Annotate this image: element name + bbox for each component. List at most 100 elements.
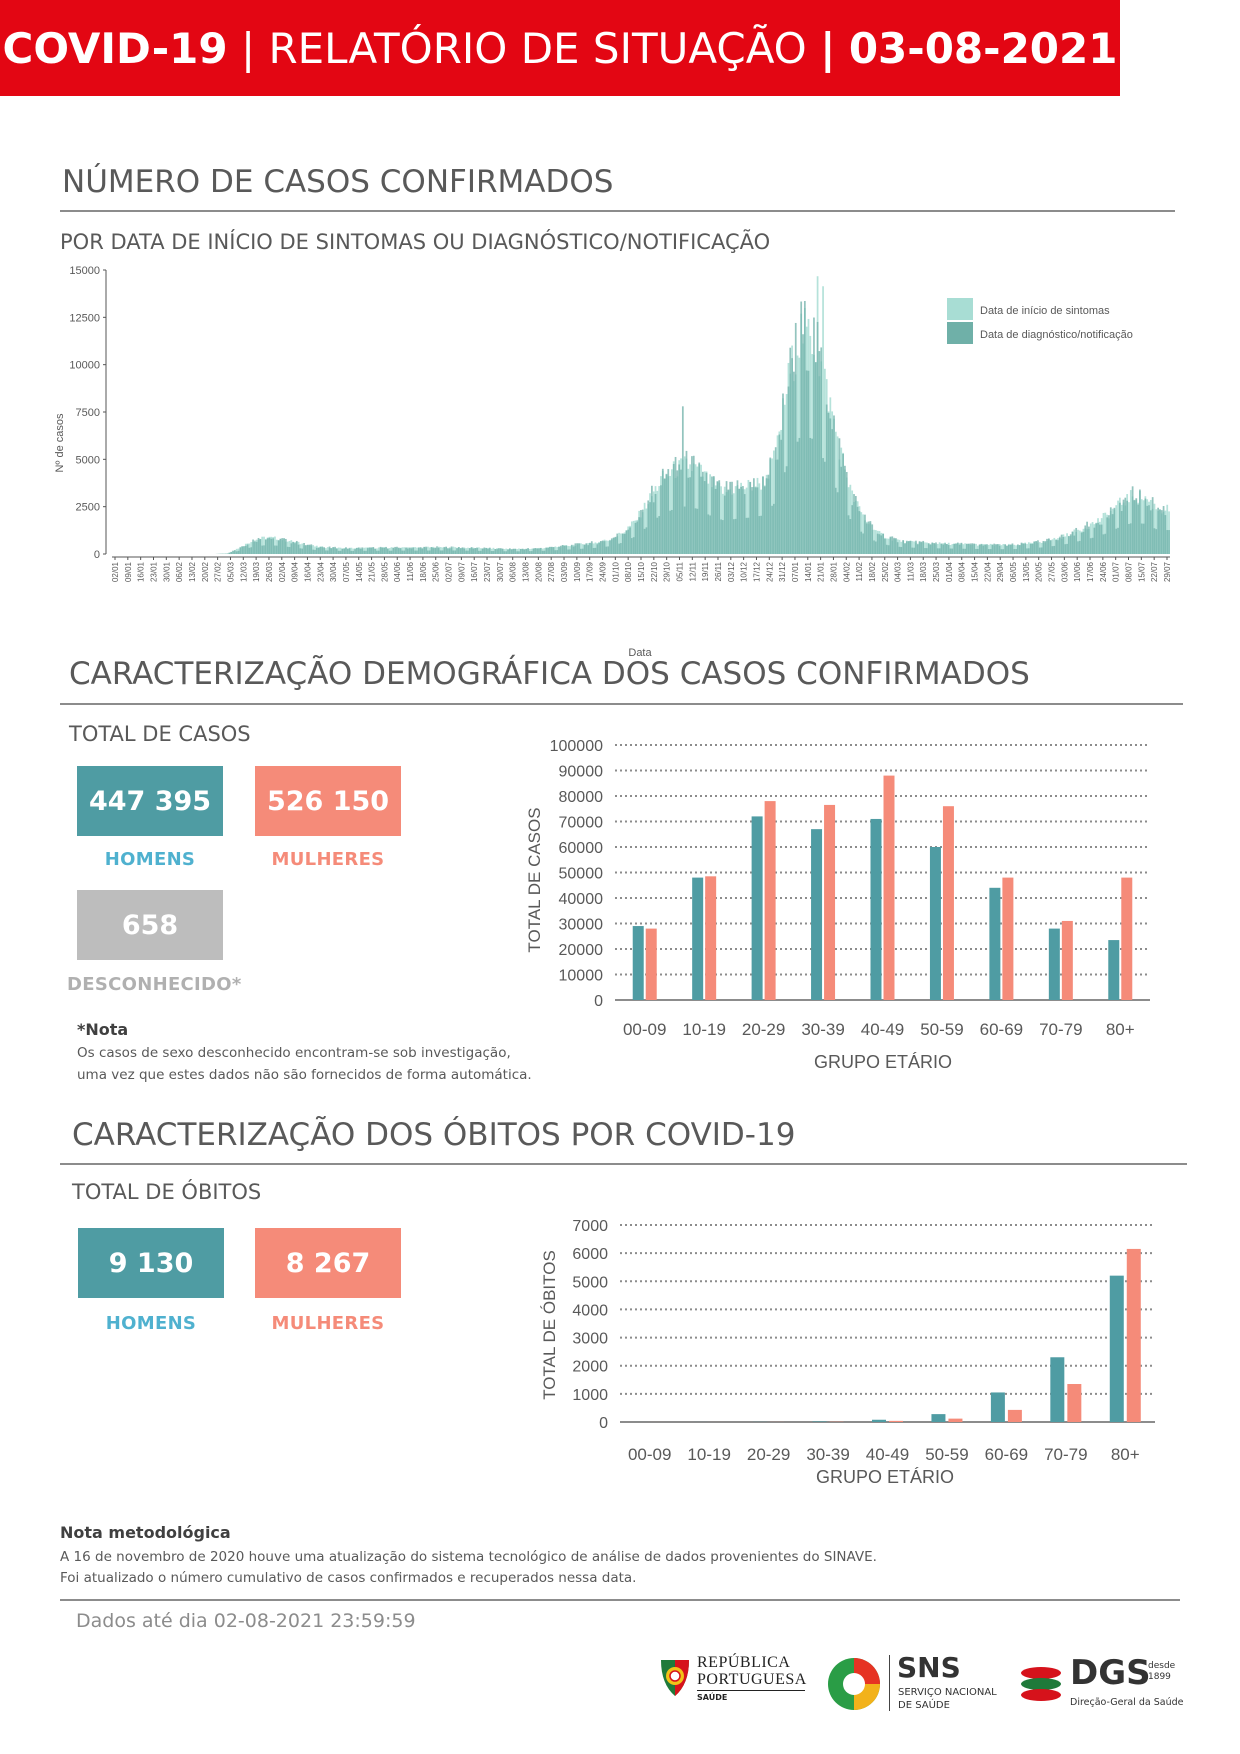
epi-bar-diagnosis [365,550,367,554]
epi-x-tick-label: 02/07 [445,561,454,582]
epi-bar-diagnosis [641,509,644,554]
epi-bar-diagnosis [1102,534,1105,554]
epi-bar-diagnosis [1057,540,1059,554]
epi-bar-diagnosis [663,478,666,554]
epi-bar-diagnosis [783,472,786,554]
epi-bar-diagnosis [898,546,901,554]
epi-x-tick-label: 09/01 [124,561,133,582]
epi-x-tick-label: 03/09 [560,561,569,582]
epi-bar-diagnosis [463,548,466,554]
epi-bar-diagnosis [563,545,566,554]
epi-y-tick-label: 0 [94,549,100,561]
epi-bar-diagnosis [439,550,442,554]
sns-line2: DE SAÚDE [898,1700,950,1711]
cases-by-age-chart: 0 10000 20000 30000 40000 50000 60000 70000 8000… [525,738,1150,1072]
epi-bar-diagnosis [845,471,848,554]
epi-bar-diagnosis [1049,540,1052,554]
epi-bar-diagnosis [479,550,482,554]
epi-bar-diagnosis [303,542,305,554]
category-label: 40-49 [866,1445,909,1464]
epi-x-tick-label: 22/04 [983,561,992,582]
epi-bar-diagnosis [816,321,819,554]
epi-x-tick-label: 30/04 [329,561,338,582]
epi-bar-symptoms [390,547,393,554]
epi-bar-diagnosis [836,492,839,554]
epi-bar-diagnosis [335,548,338,554]
cases-unknown-label: DESCONHECIDO* [67,974,242,995]
epi-bar-diagnosis [714,488,717,554]
y-tick-label: 0 [599,1415,608,1432]
note-line-2: uma vez que estes dados não são fornecid… [77,1067,532,1083]
epi-bar-diagnosis [1017,544,1019,554]
epi-bar-diagnosis [652,502,655,554]
epi-bar-diagnosis [702,471,704,554]
epi-bar-diagnosis [1091,537,1094,554]
epi-x-tick-label: 16/01 [137,561,146,582]
category-label: 70-79 [1039,1020,1082,1039]
epi-bar-diagnosis [773,503,775,554]
epi-bar-diagnosis [891,536,894,554]
epi-bar-diagnosis [1168,530,1170,554]
epi-bar-symptoms [518,548,520,554]
footer-divider [60,1599,1180,1601]
epi-bar-diagnosis [962,548,965,554]
epi-bar-diagnosis [272,538,274,554]
y-tick-label: 7000 [572,1218,608,1235]
epi-y-tick-label: 15000 [69,265,100,277]
epi-bar-diagnosis [1106,517,1108,554]
bar-men [1050,1357,1065,1422]
epi-bar-diagnosis [1046,538,1048,554]
epi-bar-diagnosis [549,547,551,554]
bar-men [812,1421,827,1422]
epi-bar-diagnosis [478,550,480,554]
epi-bar-diagnosis [827,412,830,554]
epi-bar-diagnosis [882,533,885,554]
epi-bar-diagnosis [1086,521,1088,554]
epi-bar-diagnosis [762,476,764,554]
epi-bar-diagnosis [330,548,333,554]
epi-bar-diagnosis [239,547,242,554]
epi-bar-diagnosis [873,540,875,554]
epi-bar-diagnosis [984,544,986,554]
epi-bar-diagnosis [321,547,324,554]
epi-bar-diagnosis [880,535,883,554]
epi-x-tick-label: 25/02 [881,561,890,582]
epi-bar-diagnosis [909,541,912,554]
epi-bar-diagnosis [685,450,688,554]
epi-bar-diagnosis [1006,545,1008,554]
epi-bar-diagnosis [601,540,604,554]
epi-bar-diagnosis [780,439,783,554]
epi-x-tick-label: 20/05 [1035,561,1044,582]
epi-bar-diagnosis [971,543,974,554]
epi-bar-diagnosis [674,456,677,554]
epi-bar-diagnosis [488,547,491,554]
epi-bar-symptoms [747,479,750,554]
epi-x-tick-label: 01/07 [1112,561,1121,582]
epi-bar-diagnosis [947,545,950,554]
dgs-title: DGS [1070,1653,1151,1693]
epi-bar-diagnosis [789,347,792,554]
coat-of-arms-icon [661,1660,689,1696]
epi-bar-diagnosis [607,546,610,554]
epi-bar-diagnosis [609,540,611,554]
epi-bar-diagnosis [989,549,992,554]
epi-bar-diagnosis [931,542,934,554]
epi-bar-symptoms [312,545,315,554]
epi-bar-diagnosis [1093,527,1096,554]
epi-bar-diagnosis [825,404,828,554]
epi-bar-diagnosis [401,550,404,554]
epi-bar-diagnosis [527,548,529,554]
epi-bar-diagnosis [496,549,498,554]
category-label: 30-39 [801,1020,844,1039]
epi-bar-diagnosis [876,533,879,554]
dgs-subtitle: Direção-Geral da Saúde [1070,1697,1184,1708]
epi-bar-diagnosis [1029,543,1032,554]
epi-bar-diagnosis [579,548,582,554]
epi-bar-diagnosis [345,547,347,554]
cases-women-label: MULHERES [271,849,385,870]
epi-bar-diagnosis [569,549,571,554]
epi-bar-diagnosis [729,481,732,554]
category-label: 20-29 [742,1020,785,1039]
epi-bar-diagnosis [558,547,560,554]
epi-bar-diagnosis [334,546,336,554]
